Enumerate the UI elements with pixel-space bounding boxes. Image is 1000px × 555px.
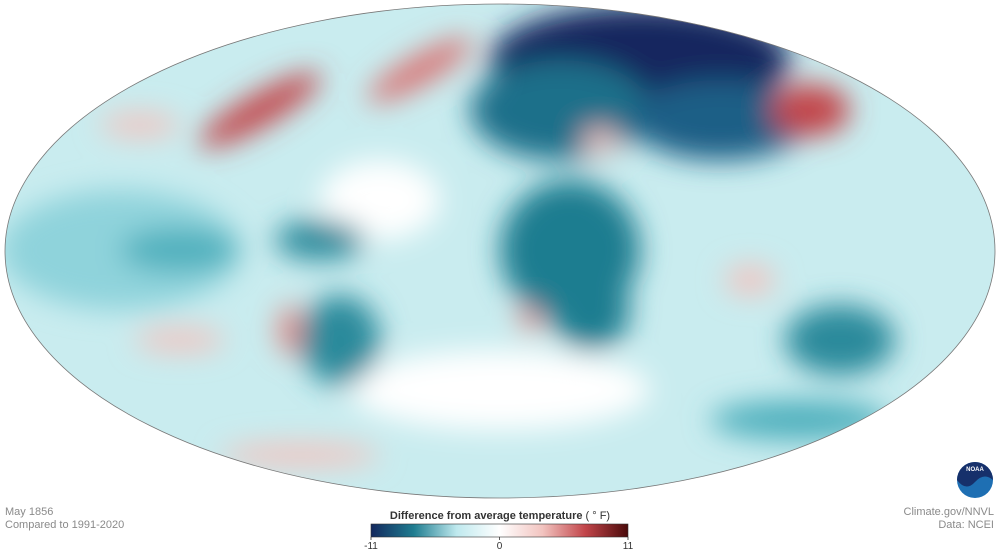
colorbar-tick-label: -11 xyxy=(364,541,378,552)
globe-outline xyxy=(4,3,996,499)
legend: Difference from average temperature ( ° … xyxy=(364,510,633,552)
colorbar-tick-label: 11 xyxy=(623,541,634,552)
legend-title-text: Difference from average temperature xyxy=(390,510,583,522)
legend-title: Difference from average temperature ( ° … xyxy=(390,510,610,522)
credits: Climate.gov/NNVL Data: NCEI xyxy=(904,506,994,532)
logo-text: NOAA xyxy=(966,467,984,473)
caption-baseline: Compared to 1991-2020 xyxy=(5,519,125,531)
legend-unit: ( ° F) xyxy=(586,510,611,522)
caption: May 1856 Compared to 1991-2020 xyxy=(5,506,124,532)
colorbar xyxy=(370,523,629,538)
credit-source: Climate.gov/NNVL xyxy=(903,506,994,518)
credit-data: Data: NCEI xyxy=(938,519,994,531)
colorbar-tick-label: 0 xyxy=(497,541,503,552)
noaa-logo: NOAA xyxy=(957,462,993,498)
caption-date: May 1856 xyxy=(5,506,54,518)
temperature-field xyxy=(5,4,995,498)
